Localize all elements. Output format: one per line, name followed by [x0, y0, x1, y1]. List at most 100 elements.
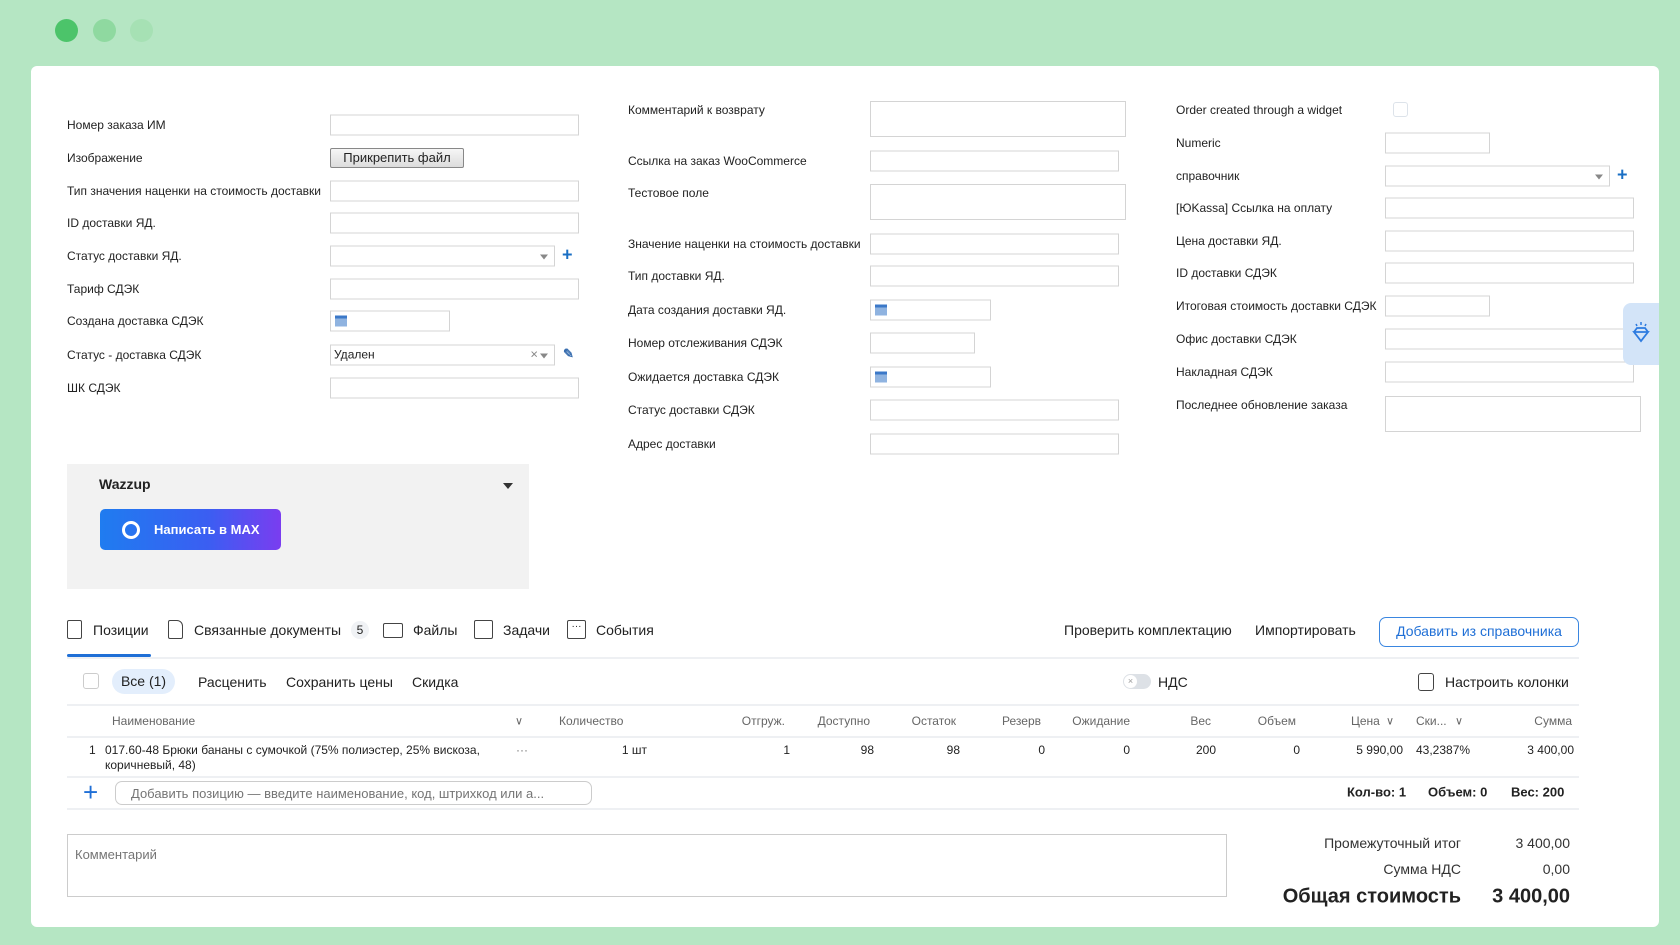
wazzup-title: Wazzup — [99, 476, 151, 492]
row-name[interactable]: 017.60-48 Брюки бананы с сумочкой (75% п… — [105, 743, 480, 757]
textarea-field[interactable] — [870, 101, 1126, 137]
field-label: Комментарий к возврату — [628, 103, 765, 117]
text-field[interactable] — [870, 150, 1119, 172]
select-value: Удален — [334, 347, 375, 362]
add-position-input[interactable] — [115, 781, 592, 805]
row-qty[interactable]: 1 шт — [621, 743, 647, 757]
total-label: Общая стоимость — [1282, 885, 1461, 908]
col-name[interactable]: Наименование — [112, 714, 196, 728]
add-from-reference-button[interactable]: Добавить из справочника — [1379, 617, 1579, 647]
text-field[interactable] — [1385, 262, 1634, 284]
window-close-dot[interactable] — [55, 19, 78, 42]
discount-col-chevron-icon[interactable]: ∨ — [1455, 715, 1464, 728]
col-quantity[interactable]: Количество — [559, 714, 624, 728]
text-field[interactable] — [330, 212, 579, 234]
text-field[interactable] — [330, 180, 579, 202]
row-available: 98 — [860, 743, 874, 757]
text-field[interactable] — [870, 433, 1119, 455]
calendar-icon[interactable] — [875, 304, 887, 316]
filter-all-pill[interactable]: Все (1) — [112, 669, 175, 694]
select-all-checkbox[interactable] — [83, 673, 99, 689]
text-field[interactable] — [1385, 361, 1634, 383]
col-discount[interactable]: Ски... — [1416, 714, 1447, 728]
text-field[interactable] — [1385, 230, 1634, 252]
col-price[interactable]: Цена — [1351, 714, 1380, 728]
short-field[interactable] — [870, 332, 975, 354]
diamond-icon — [1632, 322, 1650, 343]
col-volume[interactable]: Объем — [1257, 714, 1296, 728]
diamond-widget-button[interactable] — [1623, 303, 1659, 365]
text-field[interactable] — [870, 265, 1119, 287]
window-maximize-dot[interactable] — [130, 19, 153, 42]
add-plus-icon[interactable]: + — [562, 244, 573, 265]
row-menu-icon[interactable]: ··· — [516, 743, 528, 757]
col-stock[interactable]: Остаток — [911, 714, 956, 728]
configure-columns-button[interactable]: Настроить колонки — [1445, 674, 1569, 690]
text-field[interactable] — [330, 377, 579, 399]
text-field[interactable] — [870, 399, 1119, 421]
field-label: Ссылка на заказ WooCommerce — [628, 154, 807, 168]
import-link[interactable]: Импортировать — [1255, 622, 1356, 638]
tab-files[interactable]: Файлы — [413, 622, 458, 638]
field-label: Номер отслеживания СДЭК — [628, 336, 783, 350]
date-field[interactable] — [330, 310, 450, 332]
field-label: Numeric — [1176, 136, 1221, 150]
chevron-down-icon[interactable] — [540, 353, 548, 359]
write-in-max-button[interactable]: Написать в MAX — [100, 509, 281, 550]
reprice-link[interactable]: Расценить — [198, 674, 267, 690]
row-volume: 0 — [1293, 743, 1300, 757]
textarea-field[interactable] — [870, 184, 1126, 220]
text-field[interactable] — [1385, 197, 1634, 219]
save-prices-link[interactable]: Сохранить цены — [286, 674, 393, 690]
col-available[interactable]: Доступно — [817, 714, 870, 728]
date-field[interactable] — [870, 366, 991, 388]
edit-pencil-icon[interactable]: ✎ — [563, 346, 574, 362]
name-col-chevron-icon[interactable]: ∨ — [515, 715, 524, 728]
vat-toggle[interactable]: × — [1123, 674, 1151, 689]
clear-icon[interactable]: × — [530, 346, 538, 362]
row-price[interactable]: 5 990,00 — [1356, 743, 1403, 757]
calendar-icon[interactable] — [875, 371, 887, 383]
text-field[interactable] — [870, 233, 1119, 255]
subtotal-label: Промежуточный итог — [1324, 835, 1461, 851]
tab-positions[interactable]: Позиции — [93, 622, 149, 638]
add-position-plus-icon[interactable]: + — [83, 777, 99, 807]
field-label: Тестовое поле — [628, 186, 709, 200]
date-field[interactable] — [870, 299, 991, 321]
price-col-chevron-icon[interactable]: ∨ — [1386, 715, 1395, 728]
field-label: ШК СДЭК — [67, 381, 121, 395]
tab-events[interactable]: События — [596, 622, 654, 638]
col-sum[interactable]: Сумма — [1534, 714, 1572, 728]
textarea-field[interactable] — [1385, 396, 1641, 432]
col-weight[interactable]: Вес — [1190, 714, 1211, 728]
col-waiting[interactable]: Ожидание — [1072, 714, 1130, 728]
short-field[interactable] — [1385, 295, 1490, 317]
comment-textarea[interactable] — [67, 834, 1227, 897]
tab-tasks[interactable]: Задачи — [503, 622, 551, 638]
short-field[interactable] — [1385, 132, 1490, 154]
discount-link[interactable]: Скидка — [412, 674, 459, 690]
select-field[interactable] — [330, 245, 555, 267]
widget-checkbox[interactable] — [1393, 102, 1408, 117]
select-field[interactable] — [1385, 165, 1610, 187]
chevron-down-icon[interactable] — [1595, 174, 1603, 180]
attach-file-button[interactable]: Прикрепить файл — [330, 148, 464, 168]
window-minimize-dot[interactable] — [93, 19, 116, 42]
vat-sum-label: Сумма НДС — [1383, 861, 1461, 877]
calendar-icon[interactable] — [335, 315, 347, 327]
wazzup-panel: Wazzup Написать в MAX — [67, 464, 529, 589]
row-discount[interactable]: 43,2387% — [1416, 743, 1471, 757]
text-field[interactable] — [330, 114, 579, 136]
select-field[interactable]: Удален × — [330, 344, 555, 366]
text-field[interactable] — [1385, 328, 1634, 350]
add-plus-icon[interactable]: + — [1617, 164, 1628, 185]
text-field[interactable] — [330, 278, 579, 300]
tab-related-documents[interactable]: Связанные документы — [194, 622, 342, 638]
wazzup-collapse-caret[interactable] — [503, 483, 513, 489]
col-shipped[interactable]: Отгруж. — [741, 714, 785, 728]
chevron-down-icon[interactable] — [540, 254, 548, 260]
row-name-cont[interactable]: коричневый, 48) — [105, 758, 196, 772]
check-completeness-link[interactable]: Проверить комплектацию — [1064, 622, 1232, 638]
col-reserve[interactable]: Резерв — [1002, 714, 1041, 728]
field-label: Дата создания доставки ЯД. — [628, 303, 787, 317]
